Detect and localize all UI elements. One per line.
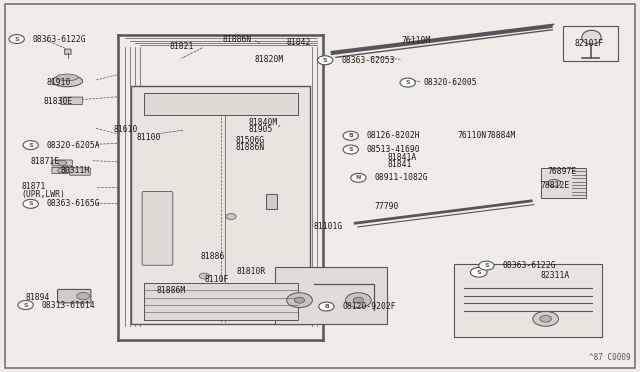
Circle shape	[58, 168, 67, 173]
Bar	[131, 86, 310, 324]
Text: S: S	[323, 58, 328, 63]
Text: 82101F: 82101F	[574, 39, 604, 48]
Circle shape	[294, 297, 305, 303]
Text: 81506G: 81506G	[236, 136, 265, 145]
Text: 08363-62053: 08363-62053	[341, 56, 395, 65]
Text: 81871: 81871	[21, 182, 45, 191]
Text: (UPR,LWR): (UPR,LWR)	[21, 190, 65, 199]
Bar	[266, 195, 277, 209]
Text: ^87 C0009: ^87 C0009	[589, 353, 630, 362]
Text: 81871E: 81871E	[30, 157, 60, 166]
Text: 81810R: 81810R	[237, 267, 266, 276]
Text: B: B	[324, 304, 329, 309]
Ellipse shape	[52, 76, 83, 87]
Circle shape	[77, 292, 90, 300]
Text: 08363-6122G: 08363-6122G	[33, 35, 86, 44]
Circle shape	[18, 301, 33, 310]
Text: 81886M: 81886M	[157, 286, 186, 295]
FancyBboxPatch shape	[142, 192, 173, 265]
Circle shape	[470, 267, 487, 277]
Text: 81894: 81894	[26, 293, 50, 302]
Circle shape	[319, 302, 334, 311]
Circle shape	[23, 199, 38, 208]
Text: N: N	[356, 175, 361, 180]
Text: 81886N: 81886N	[236, 143, 265, 152]
FancyBboxPatch shape	[52, 160, 72, 166]
Circle shape	[199, 273, 209, 279]
Circle shape	[533, 311, 559, 326]
Text: 76110N: 76110N	[458, 131, 487, 140]
Circle shape	[353, 297, 364, 303]
Circle shape	[287, 293, 312, 308]
Circle shape	[548, 179, 561, 187]
Text: 08313-61614: 08313-61614	[42, 301, 95, 310]
Text: 08320-6205A: 08320-6205A	[47, 141, 100, 150]
Circle shape	[317, 56, 333, 65]
Text: 08363-6122G: 08363-6122G	[502, 261, 556, 270]
Circle shape	[343, 145, 358, 154]
Text: S: S	[23, 302, 28, 308]
Text: 81610: 81610	[114, 125, 138, 134]
Ellipse shape	[582, 30, 601, 44]
Circle shape	[226, 214, 236, 219]
Ellipse shape	[56, 74, 79, 81]
Text: S: S	[14, 36, 19, 42]
Text: 81100: 81100	[136, 133, 161, 142]
Bar	[541, 168, 586, 198]
Text: 8110F: 8110F	[205, 275, 229, 284]
Circle shape	[351, 173, 366, 182]
Text: S: S	[476, 270, 481, 275]
Text: 08363-6165G: 08363-6165G	[47, 199, 100, 208]
FancyBboxPatch shape	[70, 168, 90, 175]
Text: 08513-41690: 08513-41690	[367, 145, 420, 154]
Text: 81910: 81910	[47, 78, 71, 87]
Text: 81886N: 81886N	[223, 35, 252, 44]
Circle shape	[479, 261, 494, 270]
Text: 08320-62005: 08320-62005	[424, 78, 477, 87]
Text: 76110M: 76110M	[402, 36, 431, 45]
Text: 81905: 81905	[248, 125, 273, 134]
FancyBboxPatch shape	[52, 167, 72, 173]
Circle shape	[540, 315, 552, 322]
Text: 81830E: 81830E	[44, 97, 73, 106]
Text: S: S	[348, 147, 353, 152]
Circle shape	[400, 78, 415, 87]
Text: B: B	[348, 133, 353, 138]
FancyBboxPatch shape	[65, 49, 71, 54]
Text: 08120-9202F: 08120-9202F	[342, 302, 396, 311]
Bar	[563, 26, 618, 61]
Text: 76897E: 76897E	[547, 167, 577, 176]
Text: 81840M: 81840M	[248, 118, 278, 127]
Text: 81821: 81821	[170, 42, 194, 51]
Text: S: S	[405, 80, 410, 85]
Bar	[144, 283, 298, 320]
Text: 80311H: 80311H	[61, 166, 90, 174]
Text: 08126-8202H: 08126-8202H	[367, 131, 420, 140]
Bar	[454, 264, 602, 337]
Text: 77790: 77790	[374, 202, 399, 211]
Text: S: S	[484, 263, 489, 268]
Text: 81886: 81886	[200, 252, 225, 261]
Text: 81101G: 81101G	[314, 222, 343, 231]
Circle shape	[346, 293, 371, 308]
Circle shape	[9, 35, 24, 44]
Text: 81841A: 81841A	[388, 153, 417, 162]
Text: 08911-1082G: 08911-1082G	[374, 173, 428, 182]
Text: 78812E: 78812E	[541, 181, 570, 190]
Bar	[275, 267, 387, 324]
FancyBboxPatch shape	[58, 289, 91, 303]
Circle shape	[58, 160, 67, 166]
Text: 81820M: 81820M	[254, 55, 284, 64]
Text: 82311A: 82311A	[541, 271, 570, 280]
Text: 81841: 81841	[388, 160, 412, 169]
Text: S: S	[28, 142, 33, 148]
Text: 81842: 81842	[287, 38, 311, 46]
FancyBboxPatch shape	[61, 97, 83, 105]
Text: 78884M: 78884M	[486, 131, 516, 140]
Text: S: S	[28, 201, 33, 206]
Circle shape	[23, 141, 38, 150]
Bar	[144, 93, 298, 115]
Circle shape	[343, 131, 358, 140]
